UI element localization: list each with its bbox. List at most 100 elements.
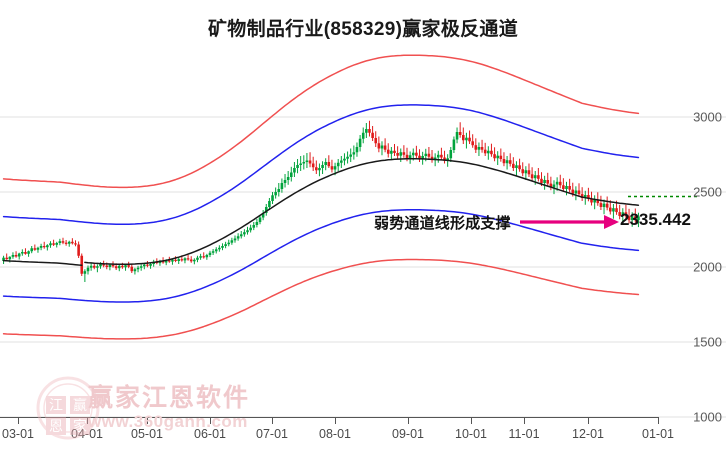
candle-body xyxy=(96,266,99,268)
candle-body xyxy=(430,156,434,161)
candle-body xyxy=(168,260,171,262)
candle-body xyxy=(515,165,518,168)
candle-body xyxy=(527,170,531,175)
candle-body xyxy=(599,203,603,207)
candle-body xyxy=(365,129,368,133)
candle-body xyxy=(593,199,596,203)
annotation-price: 2335.442 xyxy=(620,210,691,229)
x-axis-tick xyxy=(147,417,148,424)
candle-body xyxy=(86,267,90,272)
candle-body xyxy=(183,258,187,261)
seal-char-4: 家 xyxy=(73,418,87,434)
candle-body xyxy=(512,163,515,168)
candle-body xyxy=(286,177,290,180)
candle-body xyxy=(634,216,637,221)
candle-body xyxy=(11,255,15,257)
candle-body xyxy=(230,240,234,243)
candle-body xyxy=(452,139,456,150)
y-axis-label: 2000 xyxy=(693,259,722,275)
x-axis-tick xyxy=(471,417,472,424)
x-axis-label: 12-01 xyxy=(572,427,604,441)
x-axis-label: 03-01 xyxy=(2,427,34,441)
candle-body xyxy=(590,198,593,203)
candle-body xyxy=(139,266,143,268)
y-axis-label: 1000 xyxy=(693,409,722,425)
x-axis-tick xyxy=(272,417,273,424)
candle-body xyxy=(374,138,378,144)
candle-body xyxy=(21,252,24,254)
candle-body xyxy=(562,185,565,189)
candle-body xyxy=(146,264,149,266)
candle-body xyxy=(202,256,206,258)
candle-body xyxy=(543,180,546,183)
candle-body xyxy=(283,180,287,183)
candle-body xyxy=(533,175,537,179)
candle-body xyxy=(208,252,212,255)
x-axis: 03-01 04-01 05-01 06-01 07-01 08-01 09-01 10-01… xyxy=(0,417,726,450)
candle-body xyxy=(239,234,243,237)
candle-body xyxy=(302,162,306,164)
x-axis-tick xyxy=(658,417,659,424)
candle-body xyxy=(587,195,590,199)
upper-inner-channel-line xyxy=(2,104,640,226)
candle-body xyxy=(261,213,265,218)
candle-body xyxy=(508,160,512,164)
candle-body xyxy=(343,158,346,161)
candle-body xyxy=(605,203,609,208)
x-axis-tick xyxy=(335,417,336,424)
candle-body xyxy=(108,264,112,267)
candle-body xyxy=(568,186,571,190)
candle-body xyxy=(246,230,249,233)
candle-body xyxy=(14,255,18,257)
candle-body xyxy=(487,150,490,154)
candle-body xyxy=(583,195,587,198)
candle-body xyxy=(393,150,396,153)
candle-body xyxy=(465,137,468,141)
y-axis-label: 3000 xyxy=(693,109,722,125)
x-axis-tick xyxy=(18,417,19,424)
candle-body xyxy=(24,252,27,254)
candle-body xyxy=(227,242,231,245)
seal-char-2: 赢 xyxy=(73,397,87,413)
candle-body xyxy=(612,208,615,212)
candle-body xyxy=(99,264,102,267)
annotation-label: 弱势通道线形成支撑 xyxy=(374,215,511,232)
candle-body xyxy=(124,265,127,268)
candle-body xyxy=(415,152,418,156)
candle-body xyxy=(255,222,259,225)
candle-body xyxy=(49,243,52,246)
candle-body xyxy=(402,152,406,155)
candle-body xyxy=(289,172,293,177)
candle-body xyxy=(468,137,471,142)
candle-body xyxy=(596,199,600,204)
candle-body xyxy=(346,156,349,159)
watermark-url: www.360gann.com xyxy=(88,412,248,431)
candle-body xyxy=(549,183,553,188)
candle-body xyxy=(308,160,312,164)
right-arrow-icon xyxy=(520,215,619,229)
candle-body xyxy=(421,156,424,159)
candle-body xyxy=(196,257,199,260)
candle-body xyxy=(386,149,390,154)
candle-body xyxy=(30,248,34,252)
candle-body xyxy=(390,150,393,154)
candle-body xyxy=(74,243,77,245)
candle-body xyxy=(637,216,640,221)
candle-body xyxy=(233,238,237,241)
candle-body xyxy=(214,249,218,252)
candle-body xyxy=(321,165,324,168)
seal-char-1: 江 xyxy=(49,397,63,413)
candle-body xyxy=(136,267,140,270)
candle-body xyxy=(471,141,474,146)
candle-body xyxy=(33,248,37,250)
x-axis-label: 05-01 xyxy=(131,427,163,441)
candle-body xyxy=(36,247,40,250)
candle-body xyxy=(496,155,500,159)
upper-outer-channel-line xyxy=(2,54,640,189)
candle-body xyxy=(258,217,262,222)
candlestick-series xyxy=(2,120,640,282)
candle-body xyxy=(358,138,362,147)
lower-inner-channel-line xyxy=(2,209,640,303)
candle-body xyxy=(186,258,190,260)
